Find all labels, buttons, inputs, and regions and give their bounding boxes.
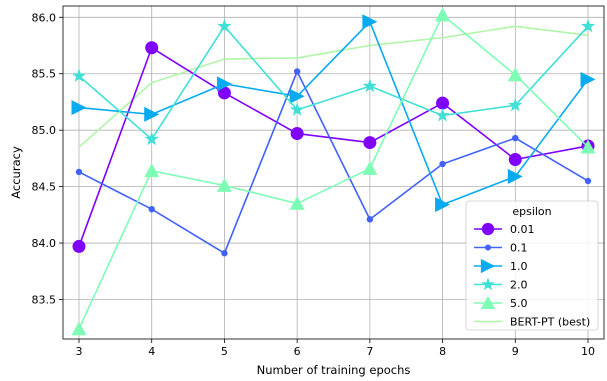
data-point [362, 161, 378, 175]
data-point [144, 163, 160, 178]
data-point [144, 131, 159, 146]
data-point [362, 78, 377, 93]
data-point [217, 18, 232, 33]
series-5-0 [71, 7, 596, 336]
legend-swatch-marker [481, 277, 495, 291]
data-point [508, 97, 523, 112]
data-point [71, 321, 87, 336]
data-point [290, 127, 304, 141]
x-axis-label: Number of training epochs [257, 363, 411, 377]
y-tick-label: 84.5 [32, 181, 57, 194]
x-tick-label: 5 [221, 345, 228, 358]
data-point [289, 196, 305, 210]
y-tick-label: 84.0 [32, 237, 57, 250]
data-point [145, 41, 159, 55]
series-line [78, 46, 589, 247]
plot-frame [62, 5, 605, 340]
data-point [216, 76, 232, 92]
data-point [71, 100, 87, 116]
series-line [78, 25, 589, 148]
data-point [580, 18, 596, 33]
y-axis-label: Accuracy [9, 146, 23, 199]
legend-swatch-marker [480, 258, 496, 274]
data-point [289, 88, 305, 104]
legend-entry-label: 0.01 [510, 223, 535, 236]
data-point [221, 250, 228, 257]
data-point [435, 197, 451, 213]
series-line [78, 70, 589, 255]
data-point [216, 177, 232, 192]
series-line [78, 25, 589, 140]
legend-swatch-marker [484, 244, 492, 251]
series-0-1 [75, 68, 592, 257]
series-2-0 [71, 18, 596, 146]
legend: epsilon 0.01 0.1 1.0 2.0 5.0 BERT-PT (best) [465, 200, 599, 331]
x-tick-label: 6 [294, 345, 301, 358]
data-point [435, 7, 451, 22]
data-point [439, 160, 446, 168]
axis-ticks: 3 4 5 6 7 8 9 10 83.5 84.0 84.5 85.0 85.5 86.0 [32, 11, 596, 358]
series-line [78, 20, 589, 206]
legend-swatch-marker [481, 222, 495, 236]
data-point [72, 239, 86, 253]
series-line [78, 14, 589, 330]
data-point [580, 71, 596, 87]
legend-entry-label: 2.0 [510, 279, 528, 292]
y-tick-label: 85.5 [32, 68, 57, 81]
legend-swatch-marker [480, 295, 496, 310]
data-point [75, 168, 83, 176]
y-tick-label: 85.0 [32, 124, 57, 137]
legend-box [465, 200, 599, 331]
y-tick-label: 86.0 [32, 11, 57, 24]
data-point [144, 106, 160, 122]
data-point [584, 177, 592, 185]
x-tick-label: 8 [439, 345, 446, 358]
x-tick-label: 7 [366, 345, 373, 358]
data-point [508, 153, 522, 167]
data-point [436, 96, 450, 110]
data-point [366, 216, 374, 223]
x-tick-label: 10 [581, 345, 595, 358]
data-point [512, 134, 519, 142]
data-point [290, 102, 305, 116]
x-tick-label: 4 [148, 345, 155, 358]
series-bert-pt-best- [78, 25, 589, 148]
legend-entry-label: 1.0 [510, 260, 528, 273]
data-point [293, 68, 301, 75]
x-tick-label: 9 [512, 345, 519, 358]
data-point [362, 14, 378, 30]
x-tick-label: 3 [75, 345, 82, 358]
data-point [217, 86, 231, 100]
data-point [148, 205, 155, 213]
data-point [580, 139, 596, 154]
series-1-0 [71, 14, 596, 213]
series-lines [71, 7, 596, 336]
data-point [71, 68, 87, 83]
legend-entry-label: BERT-PT (best) [510, 316, 590, 329]
legend-entry-label: 5.0 [510, 297, 528, 310]
y-tick-label: 83.5 [32, 293, 57, 306]
data-point [507, 67, 523, 82]
legend-title: epsilon [512, 205, 551, 218]
data-point [363, 136, 377, 150]
legend-entry-label: 0.1 [510, 242, 528, 255]
data-point [435, 107, 450, 122]
data-point [507, 168, 523, 184]
